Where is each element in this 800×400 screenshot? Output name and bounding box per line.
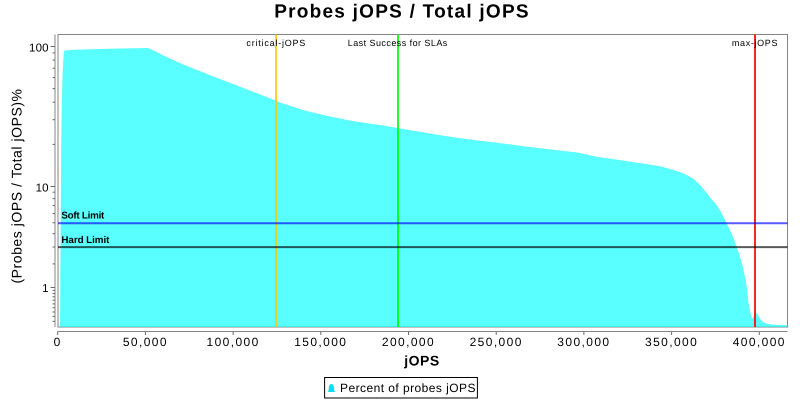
svg-text:50,000: 50,000 — [123, 335, 168, 349]
svg-text:10: 10 — [36, 182, 49, 194]
svg-text:Last Success for SLAs: Last Success for SLAs — [348, 38, 448, 48]
svg-text:0: 0 — [54, 335, 62, 349]
svg-text:100: 100 — [29, 43, 49, 55]
svg-text:300,000: 300,000 — [557, 335, 610, 349]
svg-text:1: 1 — [42, 283, 49, 295]
svg-text:(Probes jOPS / Total jOPS)%: (Probes jOPS / Total jOPS)% — [9, 88, 25, 283]
svg-text:jOPS: jOPS — [403, 353, 439, 369]
svg-text:Hard Limit: Hard Limit — [61, 235, 110, 246]
svg-text:max-jOPS: max-jOPS — [732, 38, 778, 48]
svg-text:Probes jOPS / Total jOPS: Probes jOPS / Total jOPS — [274, 2, 530, 23]
svg-text:100,000: 100,000 — [207, 335, 260, 349]
svg-text:400,000: 400,000 — [733, 335, 786, 349]
svg-text:350,000: 350,000 — [645, 335, 698, 349]
svg-text:250,000: 250,000 — [470, 335, 523, 349]
svg-text:200,000: 200,000 — [382, 335, 435, 349]
svg-text:150,000: 150,000 — [294, 335, 347, 349]
svg-text:critical-jOPS: critical-jOPS — [246, 38, 306, 48]
svg-text:Percent of probes jOPS: Percent of probes jOPS — [340, 381, 476, 395]
svg-text:Soft Limit: Soft Limit — [61, 210, 105, 221]
